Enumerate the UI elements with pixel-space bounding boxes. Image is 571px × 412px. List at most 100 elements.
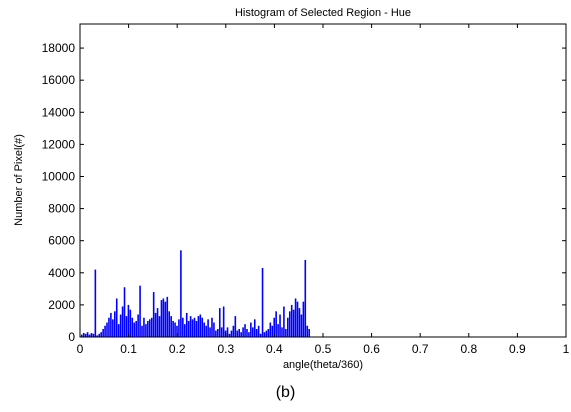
histogram-bar (193, 317, 196, 337)
histogram-bar (139, 285, 141, 337)
histogram-bar (201, 317, 204, 337)
histogram-bar (296, 301, 299, 337)
y-tick-label: 6000 (48, 234, 75, 248)
y-tick-label: 4000 (48, 266, 75, 280)
histogram-bar (106, 322, 108, 337)
histogram-bar (209, 327, 211, 337)
histogram-bar (298, 308, 301, 337)
histogram-bar (228, 333, 231, 337)
histogram-bar (174, 322, 176, 337)
histogram-bar (147, 320, 149, 337)
histogram-bar (248, 332, 250, 337)
histogram-bar (302, 301, 305, 337)
histogram-bar (170, 316, 172, 337)
x-tick-label: 0 (77, 342, 84, 356)
histogram-bar (285, 328, 287, 337)
histogram-bar (123, 287, 126, 337)
histogram-bar (135, 320, 137, 337)
figure-caption: (b) (275, 384, 296, 401)
histogram-bar (187, 320, 190, 337)
histogram-bar (234, 316, 237, 337)
histogram-bar (288, 311, 291, 337)
histogram-bar (273, 317, 275, 337)
histogram-bar (183, 324, 186, 337)
y-tick-label: 8000 (48, 202, 75, 216)
histogram-bar (263, 332, 266, 337)
histogram-bar (145, 324, 147, 337)
histogram-bar (220, 327, 223, 337)
histogram-bar (82, 332, 85, 337)
histogram-bar (271, 325, 274, 337)
histogram-bar (207, 319, 209, 337)
histogram-bar (277, 324, 279, 337)
histogram-bar (189, 316, 192, 337)
histogram-bar (195, 320, 198, 337)
histogram-bar (176, 325, 178, 337)
histogram-bar (137, 314, 139, 337)
histogram-bar (141, 325, 143, 337)
histogram-bar (84, 333, 87, 337)
histogram-bar (90, 332, 93, 337)
x-tick-label: 0.5 (315, 342, 332, 356)
y-tick-label: 14000 (42, 105, 76, 119)
histogram-bar (205, 325, 207, 337)
plot-area (80, 24, 566, 337)
histogram-bar (143, 317, 145, 337)
histogram-bar (121, 306, 124, 337)
y-tick-label: 18000 (42, 41, 76, 55)
histogram-bar (259, 333, 262, 337)
histogram-bar (92, 333, 95, 337)
histogram-bar (217, 328, 219, 337)
histogram-bar (240, 332, 242, 337)
histogram-bar (185, 312, 188, 337)
x-tick-label: 0.6 (363, 342, 380, 356)
histogram-bar (131, 317, 134, 337)
histogram-bar (275, 311, 277, 337)
histogram-bar (112, 319, 114, 337)
histogram-bar (113, 311, 116, 337)
histogram-bar (283, 306, 285, 337)
histogram-bar (255, 328, 258, 337)
histogram-bar (287, 317, 289, 337)
histogram-bar (211, 317, 213, 337)
histogram-bar (250, 322, 252, 337)
histogram-bar (294, 298, 297, 337)
histogram-bar (164, 301, 167, 337)
x-tick-label: 0.2 (169, 342, 186, 356)
histogram-bar (150, 317, 153, 337)
histogram-bar (238, 328, 241, 337)
histogram-bar (156, 308, 159, 337)
histogram-bar (96, 335, 99, 337)
histogram-bar (108, 317, 110, 337)
histogram-bar (306, 325, 309, 337)
plot-frame (79, 23, 567, 338)
histogram-bar (100, 332, 102, 337)
histogram-bar (154, 312, 157, 337)
histogram-bar (117, 324, 120, 337)
histogram-bar (88, 334, 91, 337)
histogram-bar (115, 298, 118, 337)
y-tick-label: 2000 (48, 298, 75, 312)
histogram-bar (232, 325, 235, 337)
histogram-bar (236, 330, 239, 337)
histogram-bar (226, 327, 229, 337)
x-tick-label: 0.8 (460, 342, 477, 356)
histogram-bar (290, 304, 293, 337)
x-tick-label: 0.3 (217, 342, 234, 356)
histogram-bar (168, 311, 171, 337)
histogram-bar (244, 324, 246, 337)
histogram-bar (125, 316, 128, 337)
histogram-bar (158, 316, 161, 337)
histogram-bar (257, 325, 260, 337)
histogram-bar (269, 322, 272, 337)
y-tick-label: 12000 (42, 137, 76, 151)
histogram-bar (215, 330, 217, 337)
histogram-bar (281, 327, 283, 337)
histogram-bar (129, 309, 132, 337)
x-tick-label: 0.9 (509, 342, 526, 356)
histogram-bar (104, 325, 106, 337)
bar-series (80, 250, 310, 337)
histogram-bar (218, 308, 221, 337)
histogram-bar (292, 309, 295, 337)
